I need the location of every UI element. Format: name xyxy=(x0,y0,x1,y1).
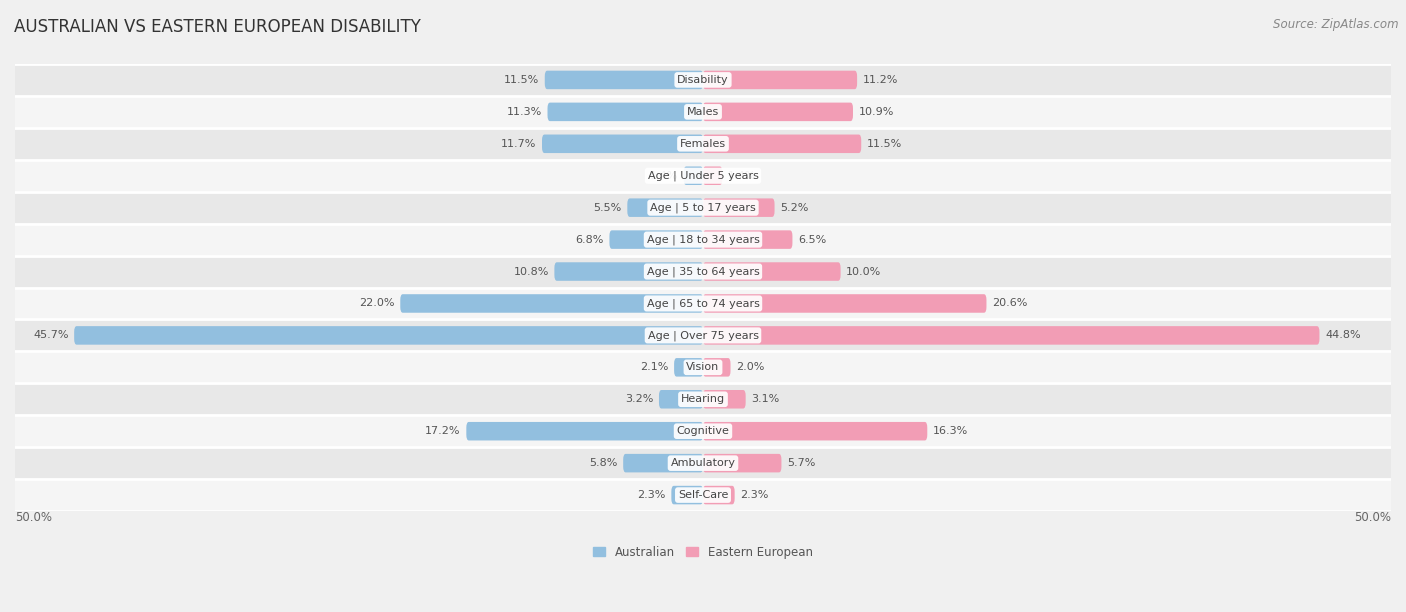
Bar xyxy=(15,160,1391,192)
FancyBboxPatch shape xyxy=(659,390,703,409)
FancyBboxPatch shape xyxy=(703,70,858,89)
Bar xyxy=(15,319,1391,351)
FancyBboxPatch shape xyxy=(541,135,703,153)
Text: 17.2%: 17.2% xyxy=(426,426,461,436)
FancyBboxPatch shape xyxy=(671,486,703,504)
Text: Cognitive: Cognitive xyxy=(676,426,730,436)
Text: 10.0%: 10.0% xyxy=(846,267,882,277)
Text: Vision: Vision xyxy=(686,362,720,372)
Bar xyxy=(15,256,1391,288)
FancyBboxPatch shape xyxy=(609,230,703,249)
FancyBboxPatch shape xyxy=(547,103,703,121)
Text: 11.3%: 11.3% xyxy=(506,107,541,117)
Bar xyxy=(15,447,1391,479)
Text: 6.5%: 6.5% xyxy=(799,234,827,245)
Bar xyxy=(15,479,1391,511)
Bar xyxy=(15,383,1391,415)
Text: 16.3%: 16.3% xyxy=(932,426,969,436)
FancyBboxPatch shape xyxy=(703,390,745,409)
Text: 5.7%: 5.7% xyxy=(787,458,815,468)
Text: Source: ZipAtlas.com: Source: ZipAtlas.com xyxy=(1274,18,1399,31)
Text: 22.0%: 22.0% xyxy=(360,299,395,308)
FancyBboxPatch shape xyxy=(703,294,987,313)
Text: 11.5%: 11.5% xyxy=(866,139,903,149)
Text: Age | 18 to 34 years: Age | 18 to 34 years xyxy=(647,234,759,245)
Text: Self-Care: Self-Care xyxy=(678,490,728,500)
Text: Males: Males xyxy=(688,107,718,117)
Bar xyxy=(15,64,1391,96)
FancyBboxPatch shape xyxy=(703,198,775,217)
Text: 11.2%: 11.2% xyxy=(863,75,898,85)
Text: Age | 35 to 64 years: Age | 35 to 64 years xyxy=(647,266,759,277)
FancyBboxPatch shape xyxy=(554,263,703,281)
FancyBboxPatch shape xyxy=(703,326,1319,345)
Bar xyxy=(15,192,1391,223)
Text: Age | Under 5 years: Age | Under 5 years xyxy=(648,171,758,181)
Text: 6.8%: 6.8% xyxy=(575,234,605,245)
Text: 10.8%: 10.8% xyxy=(513,267,548,277)
Text: 2.1%: 2.1% xyxy=(640,362,669,372)
Text: 5.5%: 5.5% xyxy=(593,203,621,212)
Text: 2.3%: 2.3% xyxy=(637,490,666,500)
Bar xyxy=(15,288,1391,319)
Bar xyxy=(15,128,1391,160)
Bar xyxy=(15,223,1391,256)
FancyBboxPatch shape xyxy=(401,294,703,313)
Bar xyxy=(15,96,1391,128)
Text: 2.3%: 2.3% xyxy=(740,490,769,500)
Text: 3.1%: 3.1% xyxy=(751,394,779,405)
Text: 5.2%: 5.2% xyxy=(780,203,808,212)
Text: 3.2%: 3.2% xyxy=(626,394,654,405)
FancyBboxPatch shape xyxy=(467,422,703,441)
Text: Disability: Disability xyxy=(678,75,728,85)
Text: 50.0%: 50.0% xyxy=(1354,511,1391,524)
FancyBboxPatch shape xyxy=(703,263,841,281)
FancyBboxPatch shape xyxy=(703,166,723,185)
FancyBboxPatch shape xyxy=(623,454,703,472)
Bar xyxy=(15,415,1391,447)
Text: Age | 65 to 74 years: Age | 65 to 74 years xyxy=(647,298,759,308)
FancyBboxPatch shape xyxy=(703,422,928,441)
Text: AUSTRALIAN VS EASTERN EUROPEAN DISABILITY: AUSTRALIAN VS EASTERN EUROPEAN DISABILIT… xyxy=(14,18,420,36)
FancyBboxPatch shape xyxy=(683,166,703,185)
FancyBboxPatch shape xyxy=(703,454,782,472)
Text: 45.7%: 45.7% xyxy=(34,330,69,340)
FancyBboxPatch shape xyxy=(703,486,735,504)
Text: 2.0%: 2.0% xyxy=(735,362,765,372)
Text: 10.9%: 10.9% xyxy=(859,107,894,117)
Text: Age | Over 75 years: Age | Over 75 years xyxy=(648,330,758,341)
Text: 20.6%: 20.6% xyxy=(993,299,1028,308)
Text: 50.0%: 50.0% xyxy=(15,511,52,524)
FancyBboxPatch shape xyxy=(703,135,862,153)
Text: Females: Females xyxy=(681,139,725,149)
FancyBboxPatch shape xyxy=(703,358,731,376)
Text: 5.8%: 5.8% xyxy=(589,458,617,468)
FancyBboxPatch shape xyxy=(703,230,793,249)
FancyBboxPatch shape xyxy=(627,198,703,217)
Text: Age | 5 to 17 years: Age | 5 to 17 years xyxy=(650,203,756,213)
Text: 44.8%: 44.8% xyxy=(1324,330,1361,340)
Text: 1.4%: 1.4% xyxy=(728,171,756,181)
FancyBboxPatch shape xyxy=(75,326,703,345)
Text: 11.5%: 11.5% xyxy=(503,75,540,85)
Text: Ambulatory: Ambulatory xyxy=(671,458,735,468)
Text: 1.4%: 1.4% xyxy=(650,171,678,181)
Text: Hearing: Hearing xyxy=(681,394,725,405)
Bar xyxy=(15,351,1391,383)
FancyBboxPatch shape xyxy=(673,358,703,376)
FancyBboxPatch shape xyxy=(703,103,853,121)
Legend: Australian, Eastern European: Australian, Eastern European xyxy=(589,541,817,563)
Text: 11.7%: 11.7% xyxy=(501,139,537,149)
FancyBboxPatch shape xyxy=(544,70,703,89)
